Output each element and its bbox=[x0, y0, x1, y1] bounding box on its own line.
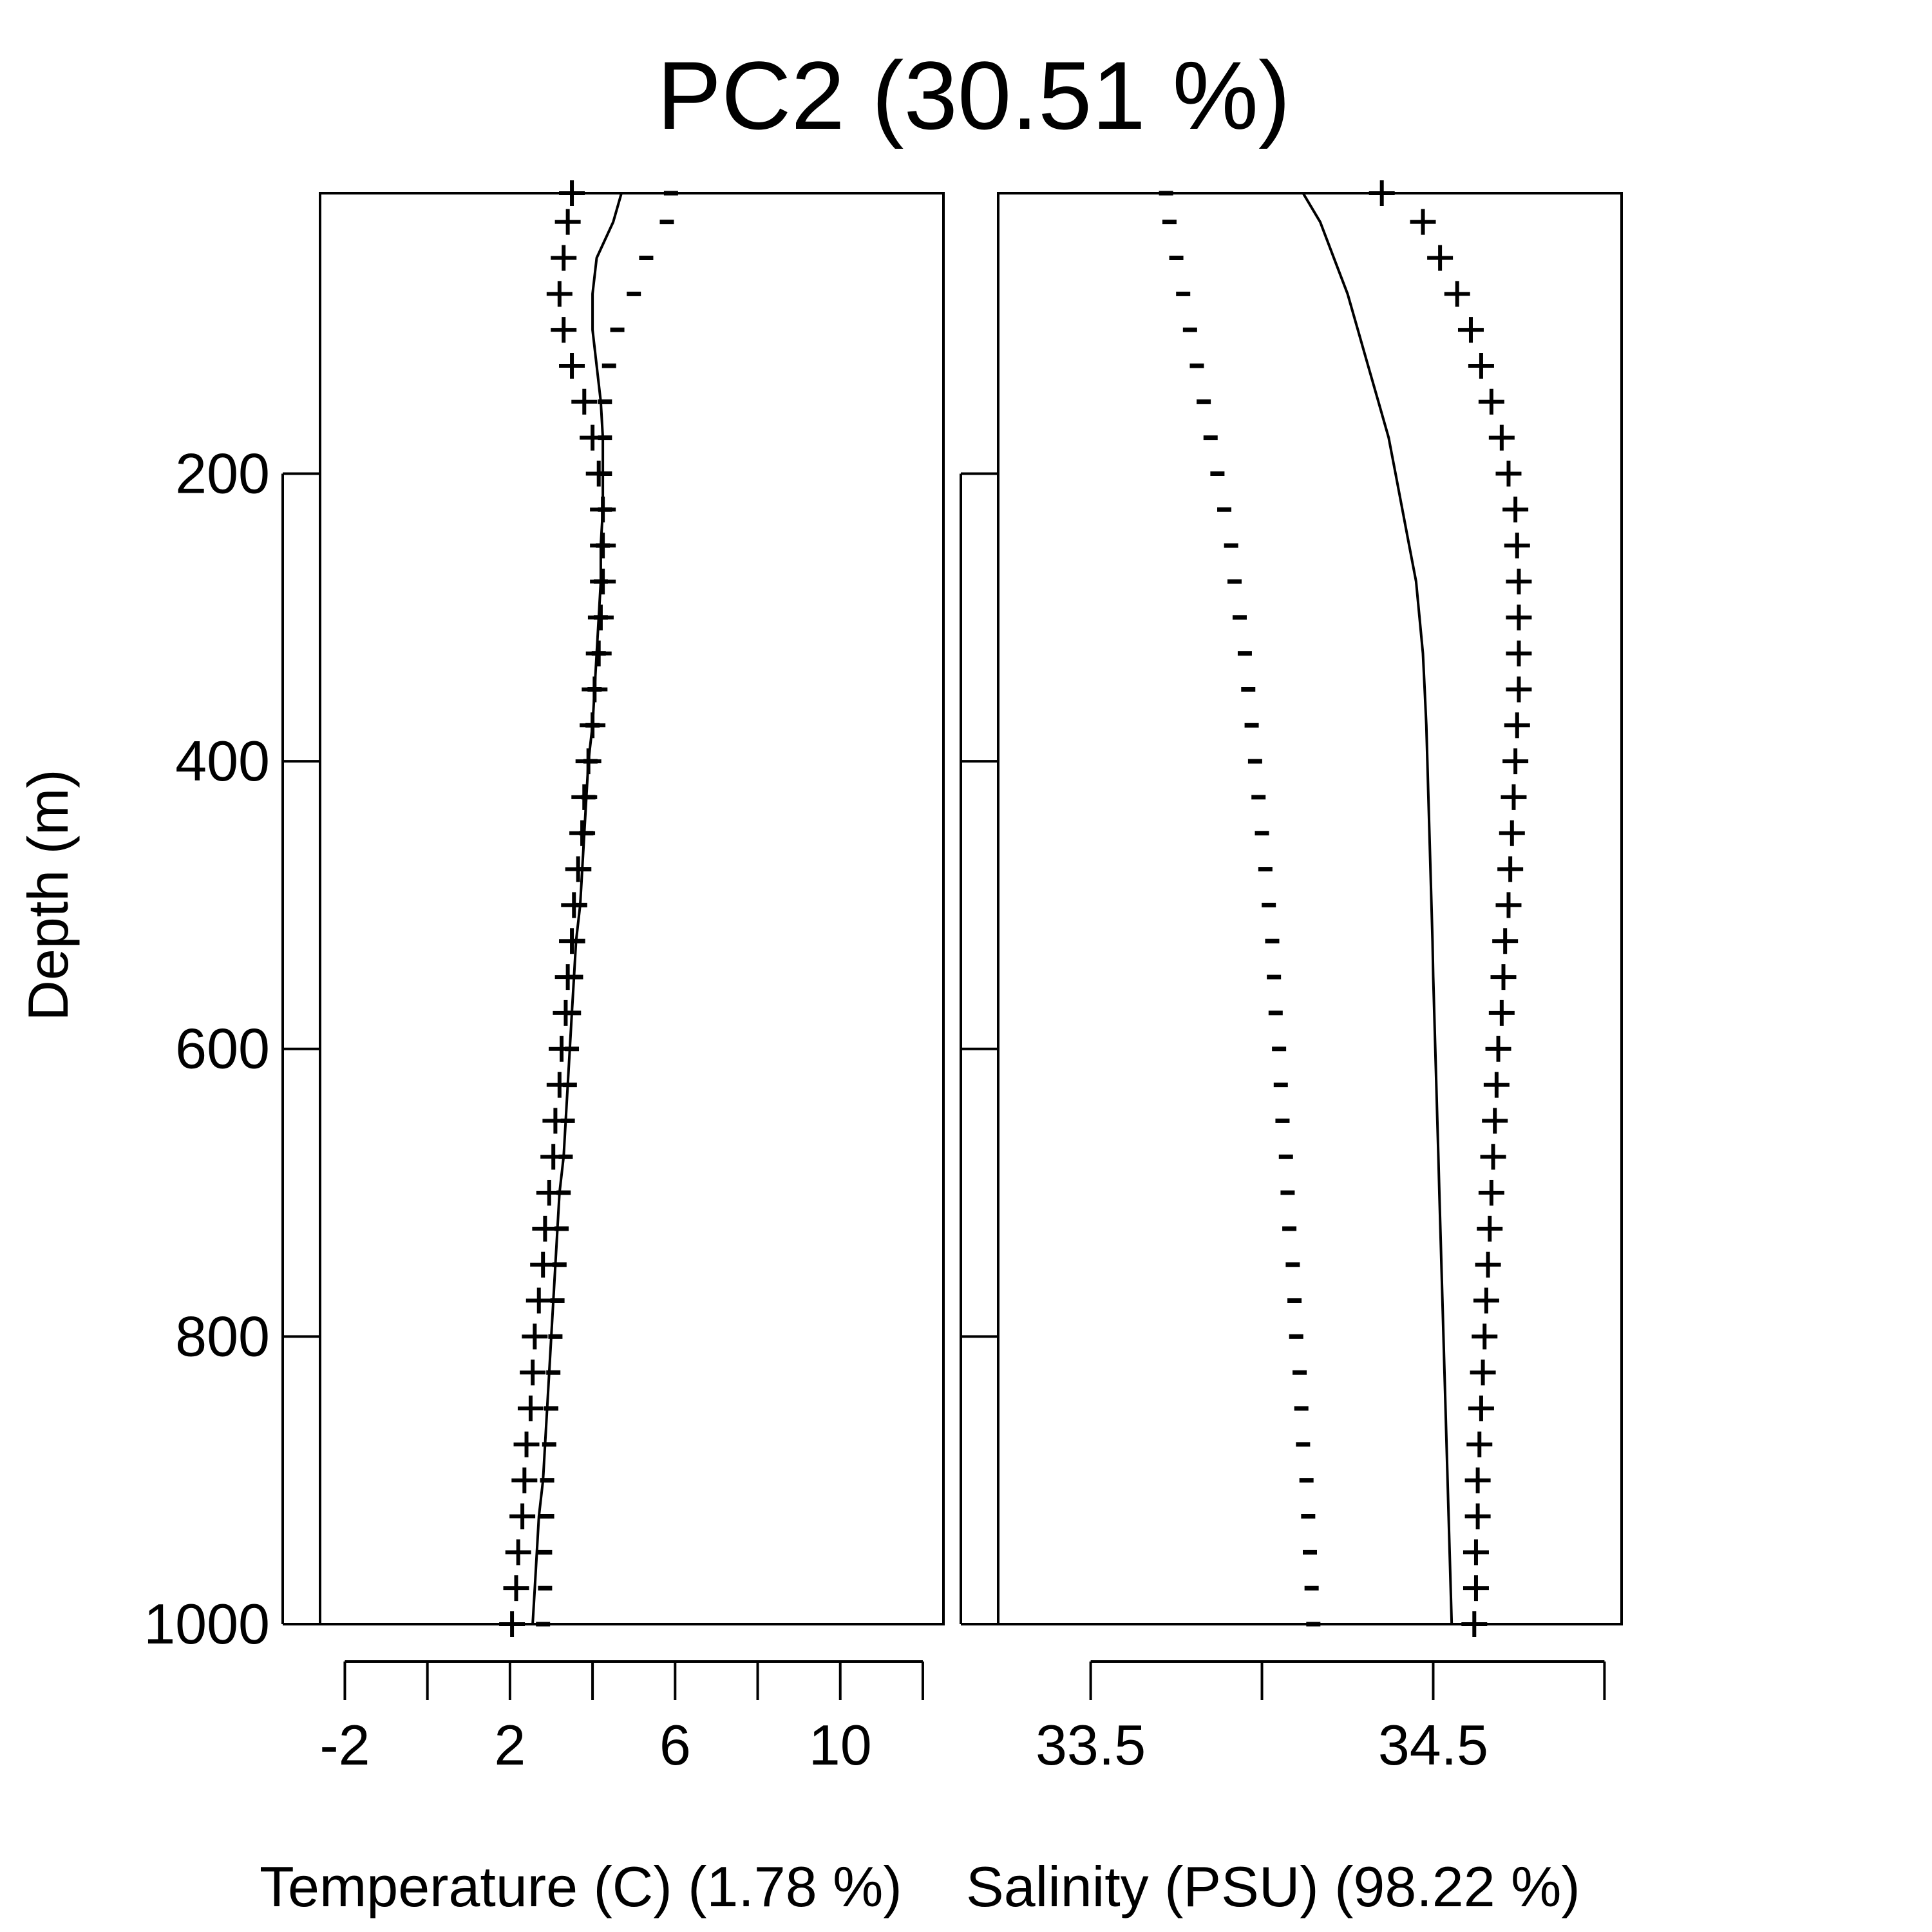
salinity-plus-marker-9 bbox=[1502, 497, 1529, 523]
salinity-plus-marker-17 bbox=[1501, 784, 1527, 810]
temperature-x-tick-label-6: 10 bbox=[809, 1713, 872, 1777]
salinity-plus-marker-11 bbox=[1506, 568, 1532, 594]
salinity-plus-marker-34 bbox=[1468, 1396, 1494, 1422]
salinity-plus-marker-28 bbox=[1478, 1180, 1504, 1206]
temperature-panel: 200 400 600 800 1000 -2 2 6 10 bbox=[144, 180, 945, 1777]
y-tick-label-200: 200 bbox=[175, 441, 270, 505]
salinity-x-axis-label: Salinity (PSU) (98.22 %) bbox=[966, 1855, 1580, 1918]
salinity-plus-marker-39 bbox=[1463, 1575, 1489, 1602]
temperature-plus-marker-40 bbox=[499, 1611, 526, 1637]
y-axis-label: Depth (m) bbox=[16, 769, 80, 1021]
salinity-plus-marker-32 bbox=[1472, 1323, 1498, 1350]
temperature-plus-marker-36 bbox=[511, 1467, 538, 1493]
salinity-plot-frame bbox=[997, 192, 1623, 1625]
salinity-plus-marker-8 bbox=[1495, 460, 1522, 487]
salinity-plus-marker-4 bbox=[1457, 317, 1484, 343]
salinity-plus-marker-40 bbox=[1461, 1611, 1488, 1637]
salinity-plus-marker-1 bbox=[1410, 209, 1436, 235]
temperature-plus-marker-35 bbox=[513, 1431, 540, 1457]
salinity-plus-marker-7 bbox=[1488, 424, 1515, 451]
temperature-plus-marker-4 bbox=[551, 317, 577, 343]
salinity-plus-marker-22 bbox=[1490, 964, 1517, 990]
temperature-x-axis-label: Temperature (C) (1.78 %) bbox=[260, 1855, 902, 1918]
salinity-mean-profile-line bbox=[1302, 192, 1454, 1625]
salinity-plus-marker-10 bbox=[1504, 533, 1530, 559]
temperature-plus-marker-2 bbox=[551, 245, 577, 271]
salinity-plus-marker-25 bbox=[1483, 1072, 1510, 1098]
salinity-plus-marker-0 bbox=[1368, 180, 1395, 206]
salinity-x-tick-label-0: 33.5 bbox=[1036, 1713, 1146, 1777]
temperature-x-tick-label-0: -2 bbox=[319, 1713, 370, 1777]
temperature-plus-marker-38 bbox=[505, 1539, 531, 1566]
salinity-plus-marker-20 bbox=[1495, 892, 1522, 918]
temperature-x-tick-label-2: 2 bbox=[494, 1713, 526, 1777]
salinity-plus-marker-30 bbox=[1475, 1251, 1501, 1278]
temperature-plus-marker-33 bbox=[520, 1359, 546, 1386]
salinity-plus-marker-13 bbox=[1506, 640, 1532, 667]
salinity-plus-marker-26 bbox=[1482, 1108, 1508, 1134]
temperature-plus-marker-39 bbox=[503, 1575, 529, 1602]
salinity-plus-marker-23 bbox=[1488, 999, 1515, 1026]
temperature-plus-marker-37 bbox=[509, 1503, 536, 1530]
salinity-x-tick-label-2: 34.5 bbox=[1378, 1713, 1488, 1777]
y-tick-label-800: 800 bbox=[175, 1304, 270, 1368]
temperature-x-tick-label-4: 6 bbox=[659, 1713, 691, 1777]
temperature-plus-marker-6 bbox=[571, 388, 598, 415]
temperature-plus-marker-30 bbox=[530, 1251, 556, 1278]
y-tick-label-1000: 1000 bbox=[144, 1592, 270, 1656]
chart-title: PC2 (30.51 %) bbox=[657, 41, 1291, 149]
salinity-plus-marker-38 bbox=[1463, 1539, 1489, 1566]
salinity-plus-marker-21 bbox=[1492, 928, 1519, 954]
salinity-plus-marker-18 bbox=[1499, 820, 1525, 846]
salinity-plus-marker-2 bbox=[1427, 245, 1454, 271]
salinity-plus-marker-19 bbox=[1497, 856, 1524, 882]
temperature-plus-marker-29 bbox=[532, 1215, 558, 1242]
y-tick-label-600: 600 bbox=[175, 1017, 270, 1081]
salinity-plus-marker-5 bbox=[1468, 352, 1494, 379]
salinity-plus-marker-29 bbox=[1477, 1215, 1503, 1242]
salinity-plus-marker-31 bbox=[1473, 1287, 1499, 1314]
salinity-plus-marker-36 bbox=[1464, 1467, 1491, 1493]
salinity-plus-marker-6 bbox=[1478, 388, 1504, 415]
temperature-plus-marker-5 bbox=[559, 352, 585, 379]
temperature-plus-marker-34 bbox=[517, 1396, 544, 1422]
temperature-plus-marker-32 bbox=[522, 1323, 548, 1350]
y-tick-label-400: 400 bbox=[175, 729, 270, 793]
salinity-plus-marker-15 bbox=[1504, 712, 1530, 739]
temperature-plus-marker-3 bbox=[546, 281, 573, 307]
salinity-plus-marker-14 bbox=[1506, 676, 1532, 703]
salinity-plus-marker-27 bbox=[1480, 1144, 1506, 1170]
salinity-plus-marker-3 bbox=[1444, 281, 1470, 307]
salinity-plus-marker-16 bbox=[1502, 748, 1529, 775]
salinity-plus-marker-12 bbox=[1506, 604, 1532, 630]
temperature-plot-frame bbox=[319, 192, 945, 1625]
salinity-plus-marker-35 bbox=[1466, 1431, 1493, 1457]
temperature-plus-marker-0 bbox=[559, 180, 585, 206]
salinity-plus-marker-37 bbox=[1464, 1503, 1491, 1530]
salinity-panel: 33.5 34.5 bbox=[960, 180, 1623, 1777]
salinity-plus-marker-33 bbox=[1470, 1359, 1496, 1386]
temperature-plus-marker-1 bbox=[554, 209, 581, 235]
temperature-plus-marker-31 bbox=[526, 1287, 552, 1314]
salinity-plus-marker-24 bbox=[1485, 1036, 1511, 1062]
